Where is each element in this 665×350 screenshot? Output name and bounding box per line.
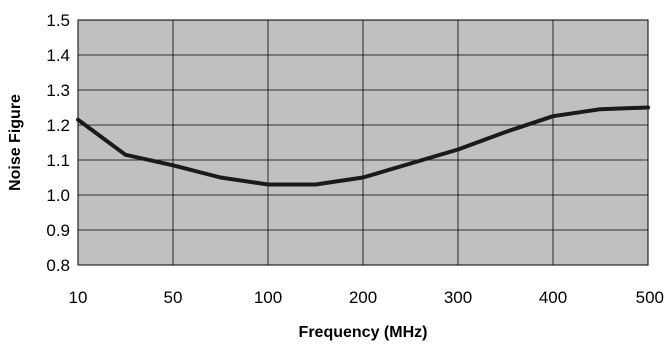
x-tick-label: 200 — [349, 288, 377, 307]
x-tick-label: 100 — [254, 288, 282, 307]
grid-lines — [78, 20, 648, 265]
x-tick-labels: 10 50 100 200 300 400 500 — [69, 288, 664, 307]
y-tick-label: 1.0 — [46, 186, 70, 205]
y-tick-labels: 0.8 0.9 1.0 1.1 1.2 1.3 1.4 1.5 — [46, 11, 70, 275]
x-tick-label: 500 — [636, 288, 664, 307]
y-tick-label: 1.2 — [46, 116, 70, 135]
y-tick-label: 0.8 — [46, 256, 70, 275]
y-axis-title: Noise Figure — [7, 94, 24, 191]
y-tick-label: 1.1 — [46, 151, 70, 170]
x-tick-label: 10 — [69, 288, 88, 307]
x-axis-title: Frequency (MHz) — [299, 324, 428, 341]
y-tick-label: 1.4 — [46, 46, 70, 65]
x-tick-label: 300 — [444, 288, 472, 307]
y-tick-label: 1.5 — [46, 11, 70, 30]
noise-figure-line — [76, 105, 650, 187]
series-layer — [76, 105, 650, 187]
y-tick-label: 0.9 — [46, 221, 70, 240]
x-tick-label: 400 — [539, 288, 567, 307]
y-tick-label: 1.3 — [46, 81, 70, 100]
x-tick-label: 50 — [164, 288, 183, 307]
